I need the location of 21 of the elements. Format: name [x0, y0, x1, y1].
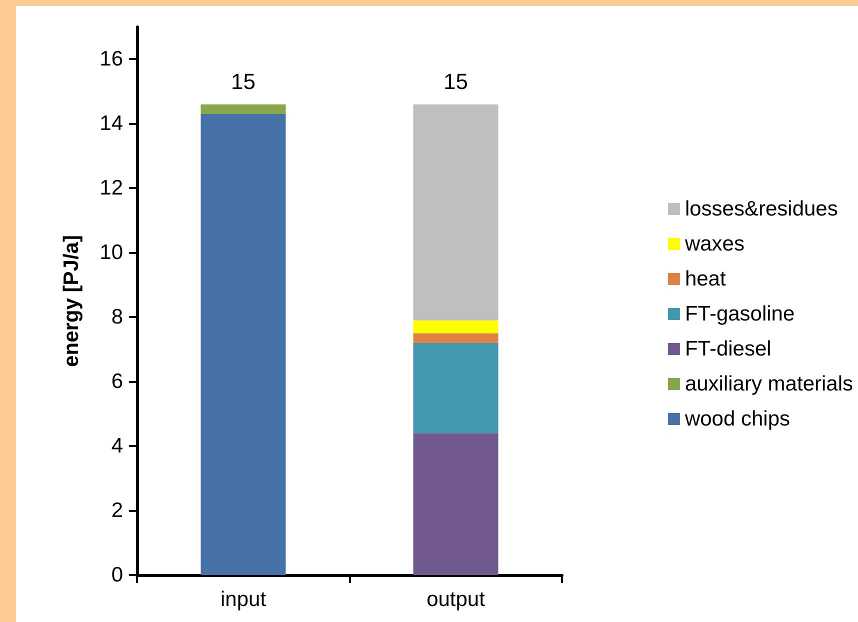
legend-label: FT-gasoline	[684, 302, 795, 326]
x-tick-label: input	[220, 588, 266, 611]
y-tick-label: 8	[111, 306, 123, 329]
y-tick-label: 16	[100, 48, 123, 71]
total-label: 15	[444, 68, 468, 94]
legend-label: waxes	[684, 232, 744, 256]
y-tick-label: 10	[100, 241, 123, 264]
y-axis-title: energy [PJ/a]	[60, 235, 83, 367]
legend-label: losses&residues	[684, 198, 838, 220]
legend-label: FT-diesel	[684, 338, 772, 360]
legend-label: wood chips	[684, 408, 790, 430]
y-tick-label: 0	[111, 564, 123, 586]
y-tick-label: 12	[100, 176, 123, 200]
y-tick-label: 4	[111, 434, 124, 458]
y-tick-label: 2	[111, 499, 123, 522]
x-tick-label: output	[426, 588, 486, 611]
legend-label: auxiliary materials	[684, 372, 854, 396]
y-tick-label: 14	[100, 112, 124, 136]
legend-label: heat	[684, 268, 726, 290]
y-tick-label: 6	[111, 370, 123, 394]
total-label: 15	[231, 68, 256, 94]
